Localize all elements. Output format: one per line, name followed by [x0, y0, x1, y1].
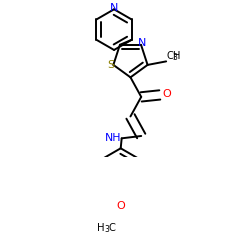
Text: N: N — [110, 3, 118, 13]
Text: H: H — [97, 223, 104, 233]
Text: O: O — [162, 89, 171, 99]
Text: O: O — [116, 201, 125, 211]
Text: N: N — [138, 38, 146, 48]
Text: CH: CH — [167, 50, 181, 60]
Text: S: S — [108, 60, 114, 70]
Text: 3: 3 — [173, 53, 178, 62]
Text: NH: NH — [104, 132, 121, 142]
Text: C: C — [108, 223, 115, 233]
Text: 3: 3 — [104, 225, 109, 234]
